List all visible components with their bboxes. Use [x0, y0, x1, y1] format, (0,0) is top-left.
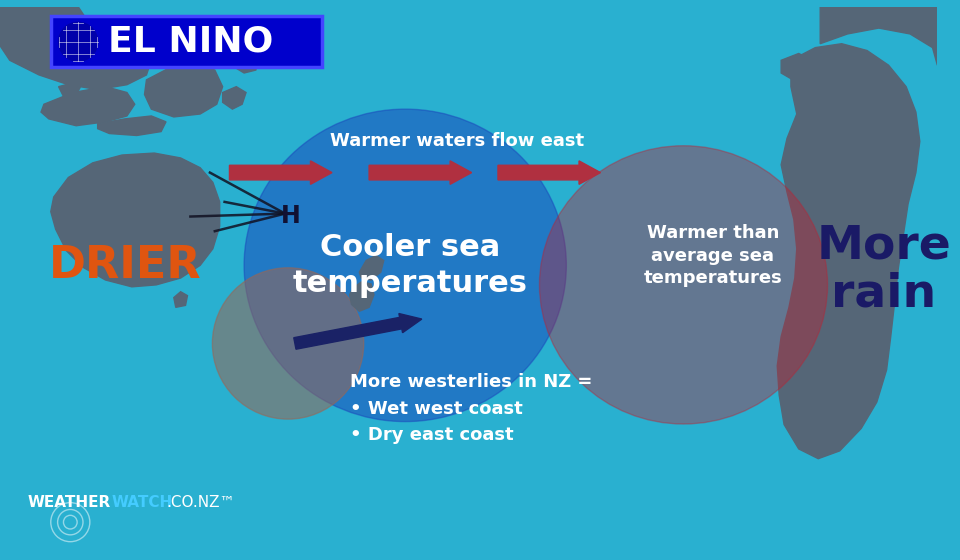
Text: EL NINO: EL NINO [108, 25, 273, 59]
Polygon shape [98, 116, 166, 136]
Polygon shape [359, 255, 384, 280]
Circle shape [59, 22, 98, 61]
Polygon shape [234, 53, 259, 73]
Polygon shape [781, 53, 812, 80]
Polygon shape [174, 292, 187, 307]
Text: H: H [281, 203, 300, 227]
Polygon shape [223, 87, 246, 109]
Text: .CO.NZ™: .CO.NZ™ [166, 495, 235, 510]
Polygon shape [252, 41, 269, 57]
FancyArrow shape [369, 161, 471, 184]
Text: DRIER: DRIER [49, 244, 202, 287]
Polygon shape [145, 63, 223, 117]
Text: Warmer waters flow east: Warmer waters flow east [330, 132, 584, 150]
Ellipse shape [244, 109, 566, 422]
FancyArrow shape [229, 161, 332, 184]
Polygon shape [59, 83, 80, 96]
FancyArrow shape [498, 161, 601, 184]
Text: More westerlies in NZ =
• Wet west coast
• Dry east coast: More westerlies in NZ = • Wet west coast… [349, 374, 592, 444]
Text: Cooler sea
temperatures: Cooler sea temperatures [293, 233, 528, 298]
Polygon shape [51, 153, 220, 287]
Text: Warmer than
average sea
temperatures: Warmer than average sea temperatures [643, 225, 782, 287]
Text: More
rain: More rain [816, 223, 951, 317]
FancyArrow shape [294, 314, 421, 349]
FancyBboxPatch shape [51, 16, 323, 67]
Text: WATCH: WATCH [111, 495, 173, 510]
Polygon shape [778, 44, 920, 459]
Polygon shape [349, 282, 374, 311]
Polygon shape [820, 7, 937, 65]
Ellipse shape [212, 268, 364, 419]
Polygon shape [41, 87, 134, 126]
Ellipse shape [540, 146, 828, 424]
Text: WEATHER: WEATHER [27, 495, 110, 510]
Polygon shape [0, 7, 152, 90]
